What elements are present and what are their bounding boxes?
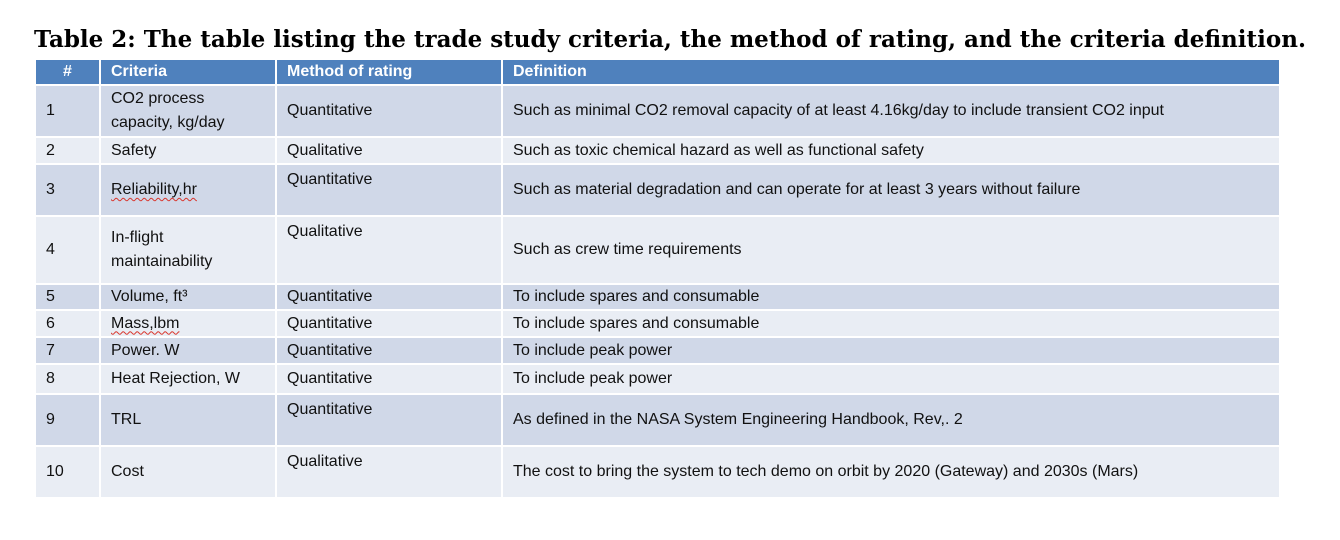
cell-criteria: Volume, ft³	[100, 284, 277, 311]
cell-criteria: Power. W	[100, 337, 277, 365]
cell-definition: Such as crew time requirements	[502, 216, 1281, 285]
criteria-table: # Criteria Method of rating Definition 1…	[36, 60, 1281, 499]
table-row: 1 CO2 process capacity, kg/day Quantitat…	[36, 85, 1281, 138]
table-row: 10 Cost Qualitative The cost to bring th…	[36, 446, 1281, 499]
cell-definition: Such as toxic chemical hazard as well as…	[502, 137, 1281, 165]
cell-criteria: Reliability,hr	[100, 164, 277, 217]
cell-method: Quantitative	[276, 337, 503, 365]
header-definition: Definition	[502, 60, 1281, 86]
cell-method: Quantitative	[276, 394, 503, 447]
cell-definition: To include spares and consumable	[502, 284, 1281, 311]
table-row: 8 Heat Rejection, W Quantitative To incl…	[36, 364, 1281, 395]
cell-criteria: Mass,lbm	[100, 310, 277, 338]
cell-definition: Such as minimal CO2 removal capacity of …	[502, 85, 1281, 138]
cell-number: 8	[36, 364, 101, 395]
table-header-row: # Criteria Method of rating Definition	[36, 60, 1281, 86]
cell-method: Qualitative	[276, 137, 503, 165]
cell-definition: The cost to bring the system to tech dem…	[502, 446, 1281, 499]
cell-definition: To include spares and consumable	[502, 310, 1281, 338]
cell-number: 4	[36, 216, 101, 285]
cell-number: 6	[36, 310, 101, 338]
criteria-spellcheck-text: Mass,lbm	[111, 314, 180, 332]
cell-method: Quantitative	[276, 164, 503, 217]
header-number: #	[36, 60, 101, 86]
cell-method: Qualitative	[276, 446, 503, 499]
cell-method: Qualitative	[276, 216, 503, 285]
table-row: 7 Power. W Quantitative To include peak …	[36, 337, 1281, 365]
header-criteria: Criteria	[100, 60, 277, 86]
table-caption: Table 2: The table listing the trade stu…	[34, 26, 1306, 53]
cell-number: 10	[36, 446, 101, 499]
cell-criteria: Cost	[100, 446, 277, 499]
table-row: 2 Safety Qualitative Such as toxic chemi…	[36, 137, 1281, 165]
cell-criteria: Safety	[100, 137, 277, 165]
table-row: 4 In-flight maintainability Qualitative …	[36, 216, 1281, 285]
cell-method: Quantitative	[276, 310, 503, 338]
table-row: 9 TRL Quantitative As defined in the NAS…	[36, 394, 1281, 447]
cell-definition: Such as material degradation and can ope…	[502, 164, 1281, 217]
cell-method: Quantitative	[276, 364, 503, 395]
cell-definition: To include peak power	[502, 337, 1281, 365]
cell-number: 2	[36, 137, 101, 165]
cell-number: 5	[36, 284, 101, 311]
table-row: 5 Volume, ft³ Quantitative To include sp…	[36, 284, 1281, 311]
cell-criteria: CO2 process capacity, kg/day	[100, 85, 277, 138]
cell-number: 1	[36, 85, 101, 138]
cell-method: Quantitative	[276, 85, 503, 138]
table-row: 6 Mass,lbm Quantitative To include spare…	[36, 310, 1281, 338]
cell-number: 3	[36, 164, 101, 217]
cell-method: Quantitative	[276, 284, 503, 311]
cell-definition: To include peak power	[502, 364, 1281, 395]
cell-number: 7	[36, 337, 101, 365]
cell-criteria: TRL	[100, 394, 277, 447]
header-method: Method of rating	[276, 60, 503, 86]
table-row: 3 Reliability,hr Quantitative Such as ma…	[36, 164, 1281, 217]
cell-criteria: Heat Rejection, W	[100, 364, 277, 395]
criteria-spellcheck-text: Reliability,hr	[111, 181, 197, 198]
cell-criteria: In-flight maintainability	[100, 216, 277, 285]
cell-number: 9	[36, 394, 101, 447]
cell-definition: As defined in the NASA System Engineerin…	[502, 394, 1281, 447]
